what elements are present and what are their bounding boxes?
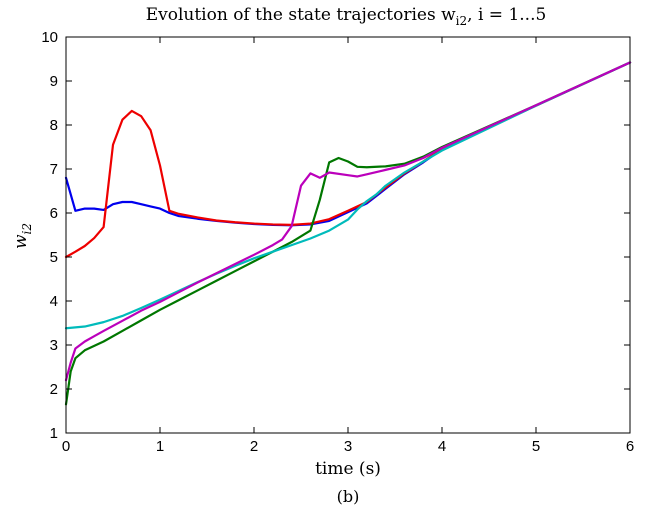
y-tick-label: 6 bbox=[50, 205, 58, 222]
y-tick-label: 4 bbox=[50, 293, 58, 310]
x-tick-label: 5 bbox=[532, 438, 540, 455]
y-tick-label: 9 bbox=[50, 73, 58, 90]
x-tick-label: 4 bbox=[438, 438, 446, 455]
series-line-1 bbox=[64, 61, 632, 227]
series-line-5 bbox=[64, 61, 632, 382]
chart-title-subscript: i2 bbox=[456, 14, 467, 28]
x-tick-label: 6 bbox=[626, 438, 634, 455]
x-tick-label: 3 bbox=[344, 438, 352, 455]
series-line-3 bbox=[64, 61, 632, 406]
x-tick-label: 2 bbox=[250, 438, 258, 455]
y-tick-label: 1 bbox=[50, 425, 58, 442]
y-tick-label: 2 bbox=[50, 381, 58, 398]
chart-title-suffix: , i = 1...5 bbox=[467, 5, 546, 25]
y-tick-label: 3 bbox=[50, 337, 58, 354]
series-line-4 bbox=[64, 61, 632, 330]
chart-title: Evolution of the state trajectories wi2,… bbox=[146, 5, 547, 28]
chart-title-main: Evolution of the state trajectories w bbox=[146, 5, 456, 25]
x-axis-label: time (s) bbox=[315, 459, 381, 479]
y-tick-label: 10 bbox=[41, 29, 58, 46]
y-axis-label: wi2 bbox=[11, 223, 34, 249]
series-line-2 bbox=[64, 61, 632, 259]
x-tick-label: 0 bbox=[62, 438, 70, 455]
y-axis-label-subscript: i2 bbox=[20, 223, 34, 234]
figure-caption: (b) bbox=[337, 487, 360, 506]
y-tick-label: 5 bbox=[50, 249, 58, 266]
plot-frame bbox=[65, 36, 631, 434]
y-axis-label-main: w bbox=[11, 234, 31, 249]
series-layer bbox=[64, 61, 632, 406]
x-tick-label: 1 bbox=[156, 438, 164, 455]
y-tick-label: 7 bbox=[50, 161, 58, 178]
y-tick-label: 8 bbox=[50, 117, 58, 134]
